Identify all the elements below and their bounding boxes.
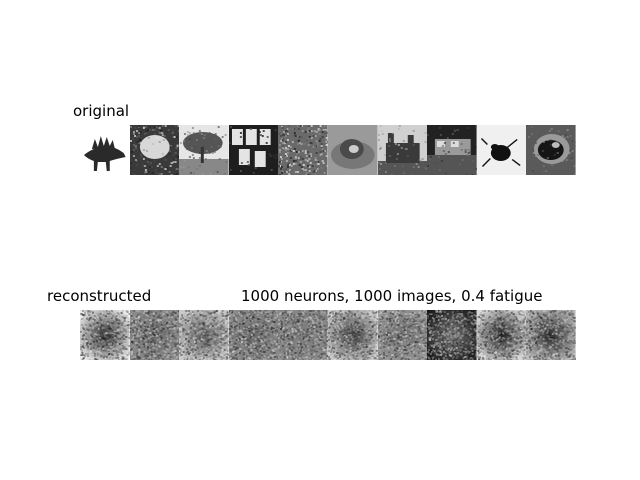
original-image-street-scene [427, 125, 477, 175]
original-images-strip [80, 125, 576, 175]
reconstructed-image-8 [427, 310, 477, 360]
original-label: original [73, 102, 130, 120]
reconstructed-images-strip [80, 310, 576, 360]
original-image-beetle [476, 125, 527, 175]
original-image-animal-on-cushion [327, 125, 378, 175]
reconstructed-image-9 [476, 310, 527, 360]
reconstructed-image-1 [80, 310, 130, 360]
parameters-caption: 1000 neurons, 1000 images, 0.4 fatigue [241, 287, 543, 305]
original-image-bright-blob-dark-frame [129, 125, 180, 175]
reconstructed-image-7 [377, 310, 428, 360]
original-image-tree-landscape [179, 125, 229, 175]
original-image-curled-creature [526, 125, 576, 175]
reconstructed-label: reconstructed [47, 287, 152, 305]
reconstructed-image-10 [526, 310, 576, 360]
reconstructed-image-6 [327, 310, 378, 360]
reconstructed-image-5 [278, 310, 328, 360]
original-image-foliage [278, 125, 328, 175]
reconstructed-image-2 [129, 310, 180, 360]
original-image-stegosaurus-silhouette [80, 125, 130, 175]
original-image-letter-tiles [228, 125, 279, 175]
original-image-castle-building [377, 125, 428, 175]
reconstructed-image-3 [179, 310, 229, 360]
reconstructed-image-4 [228, 310, 279, 360]
